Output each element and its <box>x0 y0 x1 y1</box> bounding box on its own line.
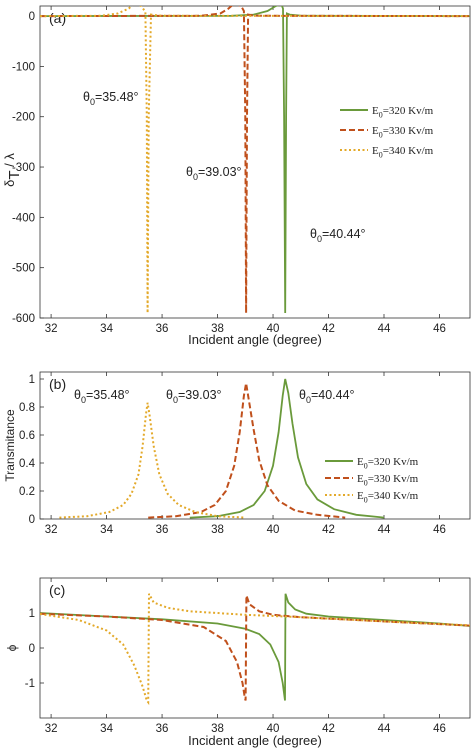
legend-entry: E0=320 Kv/m <box>372 105 434 119</box>
y-tick-label: 0.4 <box>19 458 36 470</box>
y-axis-label: Transmitance <box>3 409 17 482</box>
x-axis-label: Incident angle (degree) <box>188 332 322 347</box>
series-line-340-a <box>40 6 470 314</box>
x-tick-label: 36 <box>156 723 169 735</box>
x-tick-label: 40 <box>267 323 280 335</box>
series-line-340-c <box>40 593 470 706</box>
legend-entry: E0=340 Kv/m <box>372 145 434 159</box>
x-tick-label: 40 <box>267 723 280 735</box>
theta-annotation: θ0=39.03° <box>186 165 242 182</box>
x-tick-label: 42 <box>322 723 335 735</box>
theta-annotation: θ0=39.03° <box>166 388 222 405</box>
series-line-340-b <box>59 402 246 519</box>
panel-b: 32 34 36 38 40 42 44 46 0 0.2 0.4 0.6 0.8 1 (b) Transmi… <box>3 371 471 536</box>
x-tick-label: 32 <box>45 323 58 335</box>
y-tick-label: 0 <box>29 514 35 526</box>
series-line-330-a <box>40 6 470 314</box>
series-line-320-a <box>40 6 470 314</box>
y-tick-label: 0 <box>29 11 35 23</box>
panel-label: (a) <box>49 10 66 26</box>
y-tick-label: 0 <box>29 643 35 655</box>
x-tick-label: 46 <box>433 323 446 335</box>
x-tick-label: 42 <box>322 524 335 536</box>
x-tick-label: 44 <box>378 723 391 735</box>
x-tick-label: 34 <box>100 524 113 536</box>
panel-label: (b) <box>49 376 66 392</box>
y-tick-label: -500 <box>12 263 35 275</box>
x-tick-label: 44 <box>378 323 391 335</box>
x-axis-label: Incident angle (degree) <box>188 733 322 748</box>
panel-c: 32 34 36 38 40 42 44 46 -1 0 1 (c) Incident angle (d… <box>5 577 471 748</box>
x-tick-label: 36 <box>156 323 169 335</box>
series-line-320-b <box>189 378 385 519</box>
axes-frame-b <box>39 371 471 520</box>
theta-annotation: θ0=35.48° <box>74 388 130 405</box>
series-line-330-b <box>148 383 346 519</box>
x-tick-label: 32 <box>45 524 58 536</box>
x-tick-label: 46 <box>433 723 446 735</box>
x-tick-label: 38 <box>211 524 224 536</box>
y-tick-label: -200 <box>12 112 35 124</box>
y-tick-label: -1 <box>25 678 35 690</box>
legend-entry: E0=330 Kv/m <box>372 125 434 139</box>
panel-a: 32 34 36 38 40 42 44 46 0 -100 -200 -300 -400 -500 -60… <box>2 5 471 347</box>
y-axis-label: δT / λ <box>2 153 23 187</box>
y-tick-label: 1 <box>29 374 35 386</box>
axes-frame-a <box>39 5 471 319</box>
y-tick-label: 0.6 <box>19 430 35 442</box>
theta-annotation: θ0=40.44° <box>299 388 355 405</box>
x-tick-label: 38 <box>211 323 224 335</box>
panel-label: (c) <box>49 582 65 598</box>
x-tick-label: 44 <box>378 524 391 536</box>
y-tick-label: 0.8 <box>19 402 35 414</box>
x-tick-label: 42 <box>322 323 335 335</box>
y-tick-label: -600 <box>12 313 35 325</box>
y-tick-label: 1 <box>29 608 35 620</box>
series-line-330-c <box>40 595 470 701</box>
y-tick-label: -300 <box>12 162 35 174</box>
x-tick-label: 36 <box>156 524 169 536</box>
x-tick-label: 38 <box>211 723 224 735</box>
y-axis-label: ϕ <box>5 644 19 651</box>
theta-annotation: θ0=40.44° <box>310 227 366 244</box>
y-tick-label: 0.2 <box>19 486 35 498</box>
x-tick-label: 46 <box>433 524 446 536</box>
legend-entry: E0=330 Kv/m <box>357 473 419 487</box>
y-tick-label: -400 <box>12 212 35 224</box>
legend-entry: E0=340 Kv/m <box>357 490 419 504</box>
y-tick-label: -100 <box>12 61 35 73</box>
x-tick-label: 32 <box>45 723 58 735</box>
axes-frame-c <box>39 577 471 719</box>
theta-annotation: θ0=35.48° <box>83 90 139 107</box>
x-tick-label: 40 <box>267 524 280 536</box>
x-tick-label: 34 <box>100 323 113 335</box>
series-line-320-c <box>40 593 470 701</box>
x-tick-label: 34 <box>100 723 113 735</box>
legend-entry: E0=320 Kv/m <box>357 456 419 470</box>
